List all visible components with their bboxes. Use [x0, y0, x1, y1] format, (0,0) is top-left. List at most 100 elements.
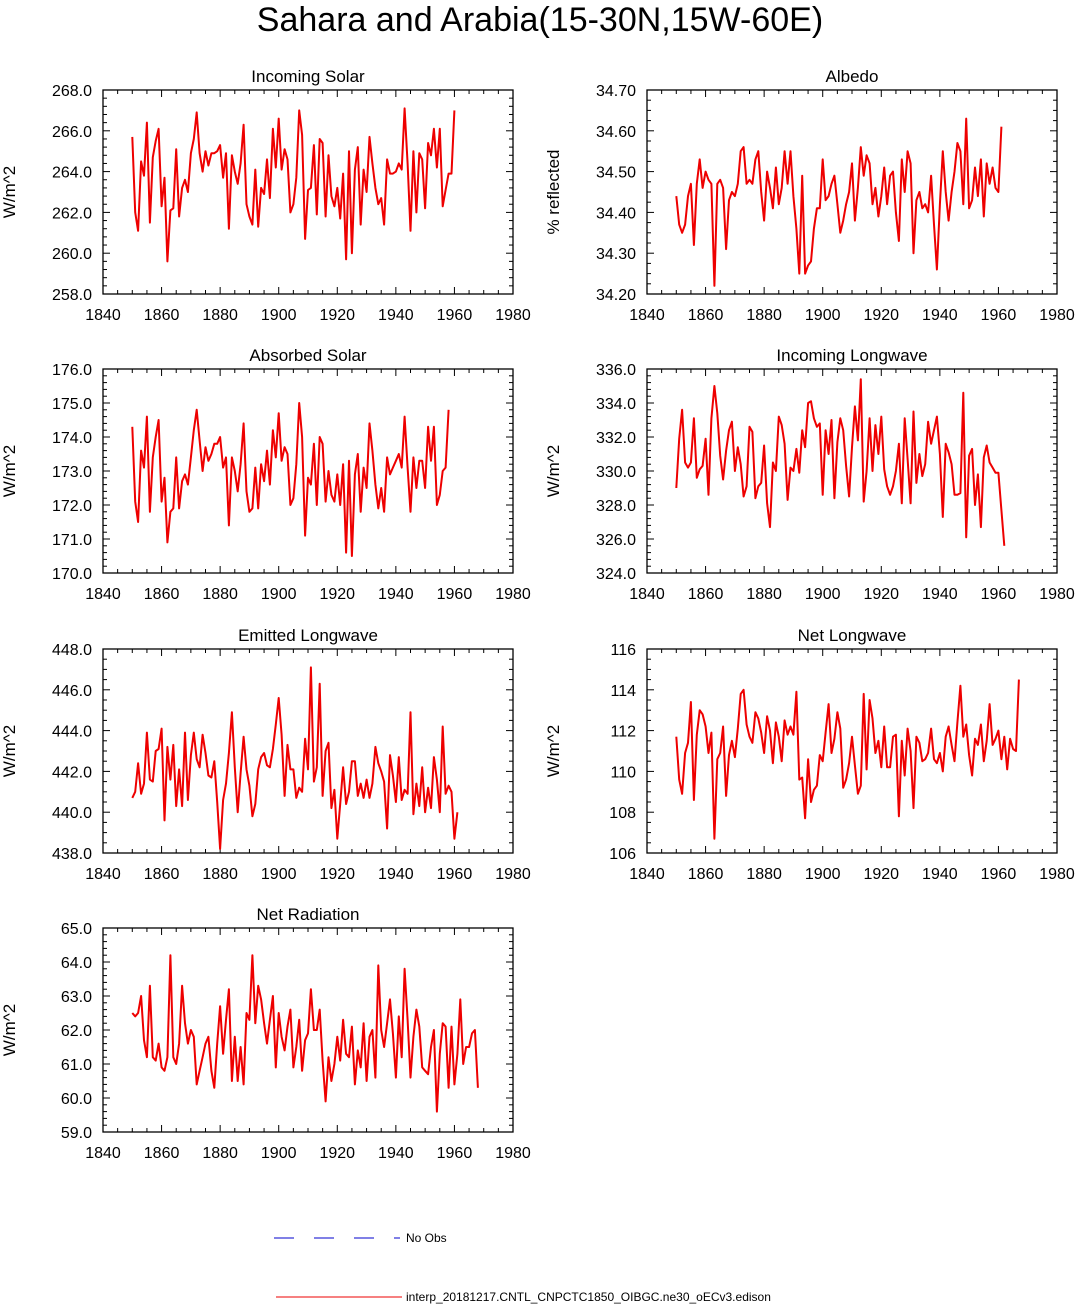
- y-tick-label: 63.0: [61, 989, 92, 1006]
- x-tick-label: 1860: [144, 586, 180, 603]
- y-tick-label: 114: [610, 683, 636, 700]
- x-tick-label: 1980: [495, 586, 531, 603]
- y-tick-label: 438.0: [52, 846, 92, 863]
- y-tick-label: 334.0: [596, 396, 636, 413]
- panel-6: 1840 1860 1880 1900 1920 1940 1960 1980 106 108 11…: [544, 626, 1075, 883]
- y-tick-label: 34.70: [596, 83, 636, 100]
- panel-2: 1840 1860 1880 1900 1920 1940 1960 1980 34.20 34.…: [544, 67, 1075, 324]
- y-tick-label: 116: [610, 642, 636, 659]
- y-tick-label: 324.0: [596, 566, 636, 583]
- y-tick-label: 34.30: [596, 246, 636, 263]
- x-tick-label: 1920: [319, 586, 355, 603]
- x-tick-label: 1960: [981, 586, 1017, 603]
- x-tick-label: 1880: [202, 586, 238, 603]
- x-tick-label: 1940: [378, 586, 414, 603]
- x-tick-label: 1940: [378, 1145, 414, 1162]
- y-tick-label: 171.0: [52, 532, 92, 549]
- x-tick-label: 1960: [981, 866, 1017, 883]
- panel-title: Albedo: [826, 67, 879, 86]
- y-tick-label: 108: [609, 805, 636, 822]
- x-tick-label: 1860: [688, 307, 724, 324]
- x-tick-label: 1840: [629, 586, 665, 603]
- x-tick-label: 1920: [863, 586, 899, 603]
- x-tick-label: 1980: [495, 866, 531, 883]
- y-tick-label: 330.0: [596, 464, 636, 481]
- y-tick-label: 444.0: [52, 724, 92, 741]
- panel-title: Net Radiation: [256, 905, 359, 924]
- y-tick-label: 112: [610, 724, 636, 741]
- x-tick-label: 1940: [378, 866, 414, 883]
- x-tick-label: 1860: [144, 1145, 180, 1162]
- x-tick-label: 1840: [85, 307, 121, 324]
- x-tick-label: 1980: [495, 1145, 531, 1162]
- y-tick-label: 448.0: [52, 642, 92, 659]
- x-tick-label: 1960: [437, 1145, 473, 1162]
- y-tick-label: 34.50: [596, 165, 636, 182]
- y-tick-label: 172.0: [52, 498, 92, 515]
- y-axis-label: W/m^2: [544, 725, 563, 777]
- y-axis-label: W/m^2: [0, 1004, 19, 1056]
- x-tick-label: 1840: [85, 866, 121, 883]
- x-tick-label: 1940: [922, 586, 958, 603]
- x-tick-label: 1880: [202, 866, 238, 883]
- x-tick-label: 1840: [85, 1145, 121, 1162]
- panel-title: Incoming Solar: [251, 67, 365, 86]
- legend-obs-line: [274, 1237, 400, 1239]
- x-tick-label: 1860: [144, 307, 180, 324]
- panel-title: Emitted Longwave: [238, 626, 378, 645]
- x-tick-label: 1940: [922, 866, 958, 883]
- x-tick-label: 1960: [437, 866, 473, 883]
- x-tick-label: 1880: [746, 586, 782, 603]
- x-tick-label: 1860: [144, 866, 180, 883]
- panel-title: Absorbed Solar: [249, 346, 367, 365]
- y-tick-label: 266.0: [52, 124, 92, 141]
- x-tick-label: 1940: [378, 307, 414, 324]
- y-tick-label: 173.0: [52, 464, 92, 481]
- y-tick-label: 64.0: [61, 955, 92, 972]
- x-tick-label: 1880: [202, 1145, 238, 1162]
- y-tick-label: 264.0: [52, 165, 92, 182]
- y-axis-label: W/m^2: [544, 445, 563, 497]
- series-line: [131, 402, 450, 557]
- y-tick-label: 175.0: [52, 396, 92, 413]
- x-tick-label: 1960: [981, 307, 1017, 324]
- x-tick-label: 1900: [805, 307, 841, 324]
- series-line: [675, 378, 1006, 546]
- x-tick-label: 1980: [1039, 586, 1075, 603]
- y-tick-label: 446.0: [52, 683, 92, 700]
- y-tick-label: 258.0: [52, 287, 92, 304]
- plot-frame: [646, 89, 1058, 295]
- y-tick-label: 34.20: [596, 287, 636, 304]
- series-line: [131, 107, 456, 263]
- y-tick-label: 34.40: [596, 205, 636, 222]
- x-tick-label: 1880: [746, 307, 782, 324]
- panel-5: 1840 1860 1880 1900 1920 1940 1960 1980 438.0 440…: [0, 626, 531, 883]
- y-tick-label: 336.0: [596, 362, 636, 379]
- y-tick-label: 328.0: [596, 498, 636, 515]
- y-axis-label: W/m^2: [0, 166, 19, 218]
- x-tick-label: 1920: [319, 1145, 355, 1162]
- x-tick-label: 1880: [746, 866, 782, 883]
- x-tick-label: 1920: [319, 866, 355, 883]
- y-tick-label: 60.0: [61, 1091, 92, 1108]
- y-tick-label: 440.0: [52, 805, 92, 822]
- x-tick-label: 1900: [261, 586, 297, 603]
- x-tick-label: 1960: [437, 307, 473, 324]
- plot-frame: [102, 368, 514, 574]
- y-tick-label: 170.0: [52, 566, 92, 583]
- y-tick-label: 110: [610, 764, 636, 781]
- y-tick-label: 442.0: [52, 764, 92, 781]
- x-tick-label: 1860: [688, 866, 724, 883]
- x-tick-label: 1860: [688, 586, 724, 603]
- y-axis-label: W/m^2: [0, 725, 19, 777]
- series-line: [131, 954, 479, 1113]
- x-tick-label: 1980: [495, 307, 531, 324]
- panel-title: Net Longwave: [798, 626, 907, 645]
- y-axis-label: W/m^2: [0, 445, 19, 497]
- x-tick-label: 1920: [863, 866, 899, 883]
- x-tick-label: 1840: [629, 307, 665, 324]
- y-tick-label: 268.0: [52, 83, 92, 100]
- y-tick-label: 61.0: [61, 1057, 92, 1074]
- x-tick-label: 1920: [863, 307, 899, 324]
